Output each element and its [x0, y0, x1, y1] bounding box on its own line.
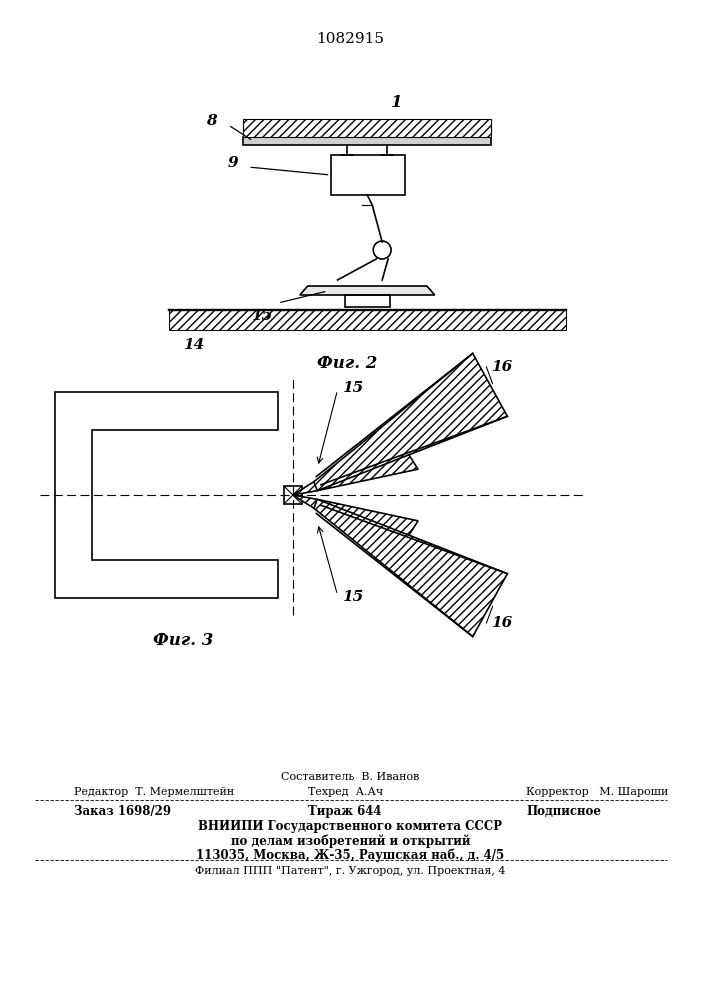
Text: Филиал ППП "Патент", г. Ужгород, ул. Проектная, 4: Филиал ППП "Патент", г. Ужгород, ул. Про…: [195, 866, 506, 876]
Bar: [284, 486, 302, 504]
Text: 1: 1: [391, 94, 403, 111]
Bar: [169, 310, 566, 330]
Text: 113035, Москва, Ж-35, Раушская наб., д. 4/5: 113035, Москва, Ж-35, Раушская наб., д. …: [197, 848, 505, 861]
Text: по делам изобретений и открытий: по делам изобретений и открытий: [230, 834, 470, 848]
Text: Заказ 1698/29: Заказ 1698/29: [74, 805, 172, 818]
Polygon shape: [314, 499, 508, 637]
Text: 16: 16: [491, 616, 513, 630]
Text: 16: 16: [491, 360, 513, 374]
Text: Техред  А.Ач: Техред А.Ач: [308, 787, 383, 797]
Polygon shape: [300, 286, 435, 295]
Polygon shape: [293, 431, 418, 495]
Text: Редактор  Т. Мермелштейн: Редактор Т. Мермелштейн: [74, 787, 235, 797]
Text: 15: 15: [342, 381, 363, 395]
Text: ВНИИПИ Государственного комитета СССР: ВНИИПИ Государственного комитета СССР: [199, 820, 503, 833]
Text: 8: 8: [206, 114, 216, 128]
Text: Тираж 644: Тираж 644: [308, 805, 381, 818]
Polygon shape: [314, 353, 508, 491]
Text: Фиг. 3: Фиг. 3: [153, 632, 214, 649]
Text: Подписное: Подписное: [526, 805, 601, 818]
Text: 15: 15: [251, 309, 272, 323]
Text: Фиг. 2: Фиг. 2: [317, 355, 378, 372]
Text: Корректор   М. Шароши: Корректор М. Шароши: [526, 787, 669, 797]
Bar: [346, 295, 390, 307]
Text: 15: 15: [342, 590, 363, 604]
Polygon shape: [293, 495, 418, 559]
Text: 1082915: 1082915: [317, 32, 385, 46]
Bar: [243, 119, 491, 137]
Bar: [331, 155, 405, 195]
Text: 9: 9: [228, 156, 238, 170]
Text: Составитель  В. Иванов: Составитель В. Иванов: [281, 772, 419, 782]
Bar: [243, 137, 491, 145]
Text: 14: 14: [183, 338, 204, 352]
